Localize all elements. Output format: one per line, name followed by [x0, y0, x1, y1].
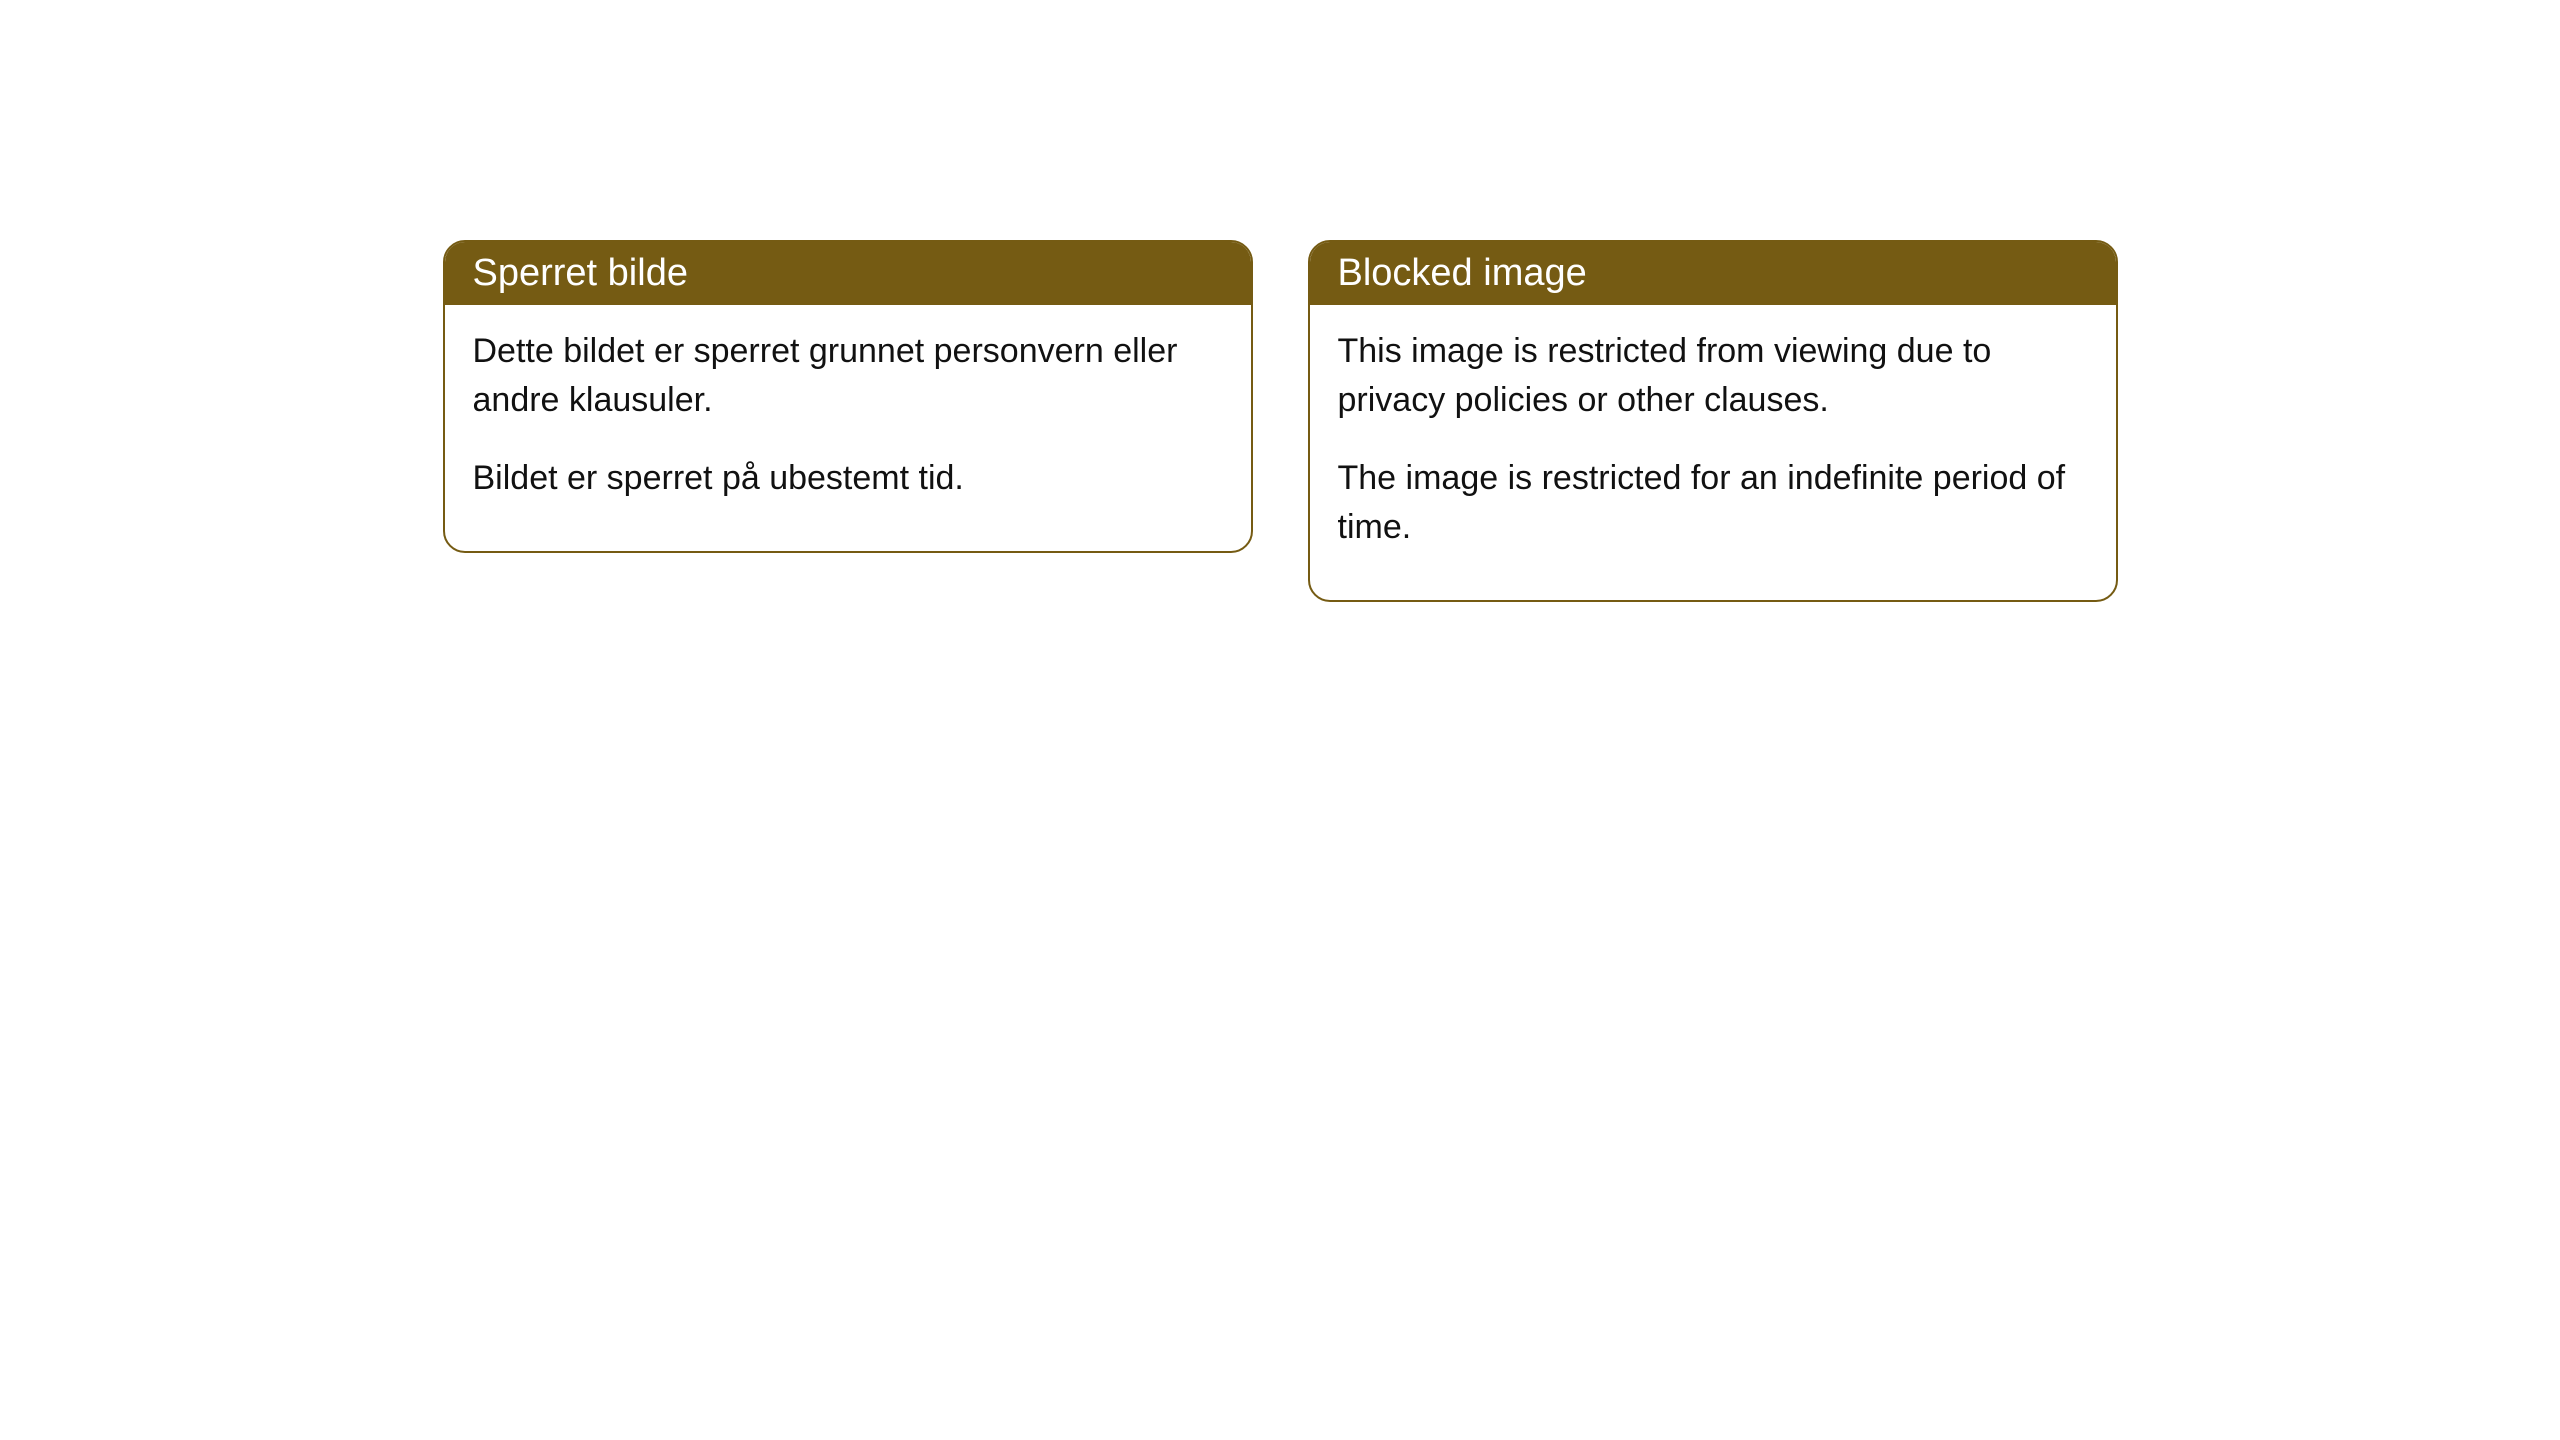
blocked-image-card-no: Sperret bilde Dette bildet er sperret gr…	[443, 240, 1253, 553]
card-body-en: This image is restricted from viewing du…	[1310, 305, 2116, 600]
card-title-no: Sperret bilde	[473, 252, 688, 294]
card-body-no: Dette bildet er sperret grunnet personve…	[445, 305, 1251, 551]
card-paragraph-no-1: Dette bildet er sperret grunnet personve…	[473, 327, 1223, 426]
card-title-en: Blocked image	[1338, 252, 1587, 294]
card-container: Sperret bilde Dette bildet er sperret gr…	[443, 240, 2118, 1440]
card-header-en: Blocked image	[1310, 242, 2116, 305]
card-paragraph-no-2: Bildet er sperret på ubestemt tid.	[473, 454, 1223, 503]
card-header-no: Sperret bilde	[445, 242, 1251, 305]
card-paragraph-en-2: The image is restricted for an indefinit…	[1338, 454, 2088, 553]
blocked-image-card-en: Blocked image This image is restricted f…	[1308, 240, 2118, 602]
card-paragraph-en-1: This image is restricted from viewing du…	[1338, 327, 2088, 426]
